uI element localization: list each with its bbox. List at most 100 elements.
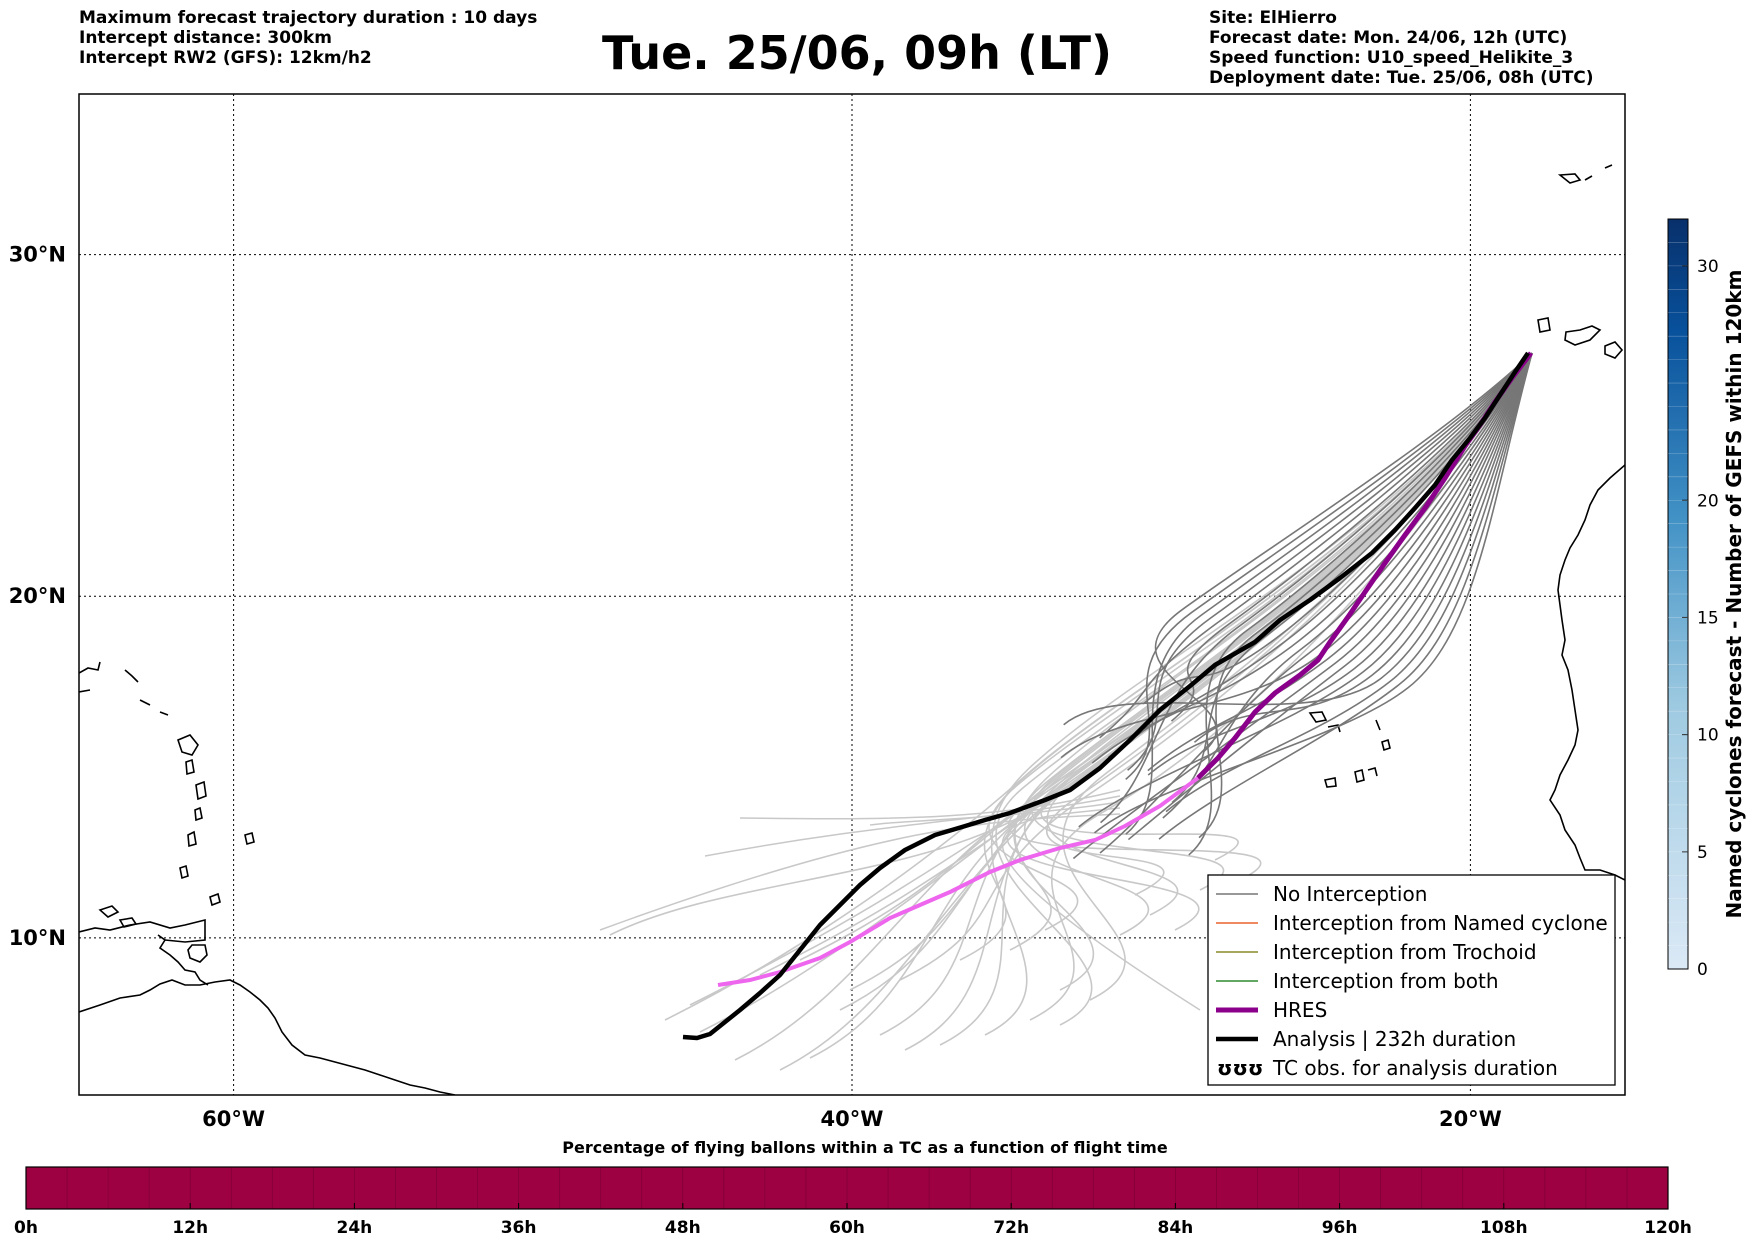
- header-right-info: Site: ElHierro Forecast date: Mon. 24/06…: [1209, 8, 1594, 88]
- ensemble-trajectory: [984, 352, 1533, 1036]
- lon-tick-label: 20°W: [1439, 1107, 1502, 1131]
- tc-obs-symbol: ʊʊʊ: [1217, 1056, 1263, 1080]
- no-interception-trajectory: [1154, 352, 1533, 753]
- no-interception-trajectory: [1072, 352, 1533, 860]
- no-interception-trajectory: [1127, 352, 1533, 841]
- bottom-colorbar: Percentage of flying ballons within a TC…: [14, 1138, 1692, 1238]
- lesser-antilles-3: [195, 780, 207, 801]
- ensemble-trajectory: [995, 352, 1533, 1026]
- bottom-colorbar-tick-label: 72h: [993, 1218, 1029, 1238]
- cape-verde-islands: [1308, 711, 1391, 788]
- ensemble-trajectory: [799, 352, 1533, 961]
- coastlines: [79, 164, 1625, 1095]
- bottom-colorbar-tick-label: 60h: [829, 1218, 865, 1238]
- bottom-colorbar-tick-label: 84h: [1158, 1218, 1194, 1238]
- right-colorbar-tick-label: 30: [1697, 257, 1719, 277]
- legend-label: Interception from Trochoid: [1273, 940, 1537, 964]
- no-interception-trajectory: [1198, 352, 1533, 839]
- axis-labels: 60°W 40°W 20°W 10°N 20°N 30°N: [9, 243, 1502, 1131]
- map-frame: [78, 93, 1626, 1096]
- page-title: Tue. 25/06, 09h (LT): [602, 26, 1112, 80]
- bottom-colorbar-bar: [25, 1166, 1669, 1210]
- hres-trajectory-far: [717, 776, 1200, 987]
- right-colorbar: 0 5 10 15 20 30 Named cyclones forecast - Num…: [1667, 218, 1746, 980]
- lon-tick-label: 40°W: [821, 1107, 884, 1131]
- bottom-colorbar-ticks: 0h 12h 24h 36h 48h 60h 72h 84h 96h 108h 120h: [14, 1167, 1692, 1238]
- no-interception-trajectory: [1147, 352, 1533, 772]
- right-colorbar-ticks: 0 5 10 15 20 30: [1668, 242, 1719, 980]
- no-interception-trajectory: [1078, 352, 1533, 828]
- lesser-antilles-2: [185, 758, 195, 776]
- bottom-colorbar-tick-label: 108h: [1480, 1218, 1528, 1238]
- bottom-colorbar-tick-label: 0h: [14, 1218, 38, 1238]
- lesser-antilles-6: [179, 864, 189, 880]
- right-colorbar-gradient: [1667, 218, 1689, 970]
- header-right-line-1: Site: ElHierro: [1209, 8, 1337, 28]
- trajectories: [599, 351, 1533, 1071]
- ensemble-trajectory: [1040, 352, 1533, 861]
- header-left-info: Maximum forecast trajectory duration : 1…: [79, 8, 537, 68]
- header-left-line-2: Intercept distance: 300km: [79, 28, 332, 48]
- bottom-colorbar-tick-label: 96h: [1322, 1218, 1358, 1238]
- legend-label: TC obs. for analysis duration: [1272, 1056, 1558, 1080]
- bottom-colorbar-caption: Percentage of flying ballons within a TC…: [562, 1138, 1168, 1157]
- no-interception-trajectory: [1063, 352, 1533, 726]
- right-colorbar-tick-label: 20: [1697, 491, 1719, 511]
- south-america-coastline: [79, 979, 456, 1095]
- right-colorbar-tick-label: 5: [1697, 843, 1708, 863]
- no-interception-trajectory: [1127, 352, 1533, 771]
- legend-item: No Interception: [1216, 882, 1427, 906]
- legend-item: Interception from Trochoid: [1216, 940, 1537, 964]
- lesser-antilles-4: [194, 806, 203, 822]
- lat-tick-label: 30°N: [9, 243, 66, 267]
- virgin-islands: [79, 661, 169, 716]
- no-interception-trajectory: [1188, 352, 1533, 856]
- trinidad-coastline: [187, 944, 208, 963]
- lesser-antilles-8: [244, 831, 255, 846]
- canary-islands: [1537, 317, 1624, 359]
- venezuela-coast-detail: [157, 934, 209, 986]
- right-colorbar-tick-label: 15: [1697, 608, 1719, 628]
- lat-tick-label: 10°N: [9, 926, 66, 950]
- bottom-colorbar-tick-label: 120h: [1644, 1218, 1692, 1238]
- graticule: [79, 94, 1625, 1095]
- header-right-line-4: Deployment date: Tue. 25/06, 08h (UTC): [1209, 68, 1594, 88]
- ensemble-trajectory: [1009, 352, 1533, 951]
- header-left-line-1: Maximum forecast trajectory duration : 1…: [79, 8, 537, 28]
- ensemble-trajectory: [849, 352, 1533, 991]
- header-right-line-2: Forecast date: Mon. 24/06, 12h (UTC): [1209, 28, 1567, 48]
- lat-tick-label: 20°N: [9, 584, 66, 608]
- no-interception-trajectory: [1162, 352, 1533, 819]
- ensemble-trajectory: [1001, 807, 1201, 1011]
- african-coastline: [1549, 464, 1625, 881]
- legend-item: Interception from both: [1216, 969, 1499, 993]
- ensemble-trajectory: [739, 789, 1121, 820]
- legend-item: ʊʊʊ TC obs. for analysis duration: [1217, 1056, 1558, 1080]
- ensemble-trajectory: [704, 795, 1121, 857]
- bottom-colorbar-tick-label: 24h: [337, 1218, 373, 1238]
- no-interception-trajectory: [1091, 352, 1533, 764]
- header-left-line-3: Intercept RW2 (GFS): 12km/h2: [79, 48, 372, 68]
- map-content: [79, 94, 1625, 1095]
- legend-label: No Interception: [1273, 882, 1427, 906]
- bottom-colorbar-tick-label: 12h: [172, 1218, 208, 1238]
- right-colorbar-tick-label: 10: [1697, 726, 1719, 746]
- no-interception-trajectory: [1099, 352, 1533, 854]
- ensemble-trajectory: [959, 352, 1533, 961]
- no-interception-trajectory: [1165, 352, 1533, 813]
- legend-item: HRES: [1216, 998, 1327, 1022]
- legend: No Interception Interception from Named c…: [1207, 874, 1616, 1086]
- no-interception-trajectory: [1158, 352, 1533, 840]
- ensemble-trajectory: [869, 801, 1121, 826]
- legend-items: No Interception Interception from Named c…: [1216, 882, 1608, 1080]
- no-interception-trajectory: [1170, 352, 1533, 722]
- right-colorbar-label: Named cyclones forecast - Number of GEFS…: [1722, 270, 1746, 919]
- no-interception-trajectory: [1147, 352, 1533, 776]
- venezuela-north-coast: [79, 918, 206, 943]
- lesser-antilles-5: [187, 830, 197, 848]
- bottom-colorbar-tick-label: 48h: [665, 1218, 701, 1238]
- ensemble-trajectory: [599, 813, 1121, 931]
- legend-label: Analysis | 232h duration: [1273, 1027, 1516, 1051]
